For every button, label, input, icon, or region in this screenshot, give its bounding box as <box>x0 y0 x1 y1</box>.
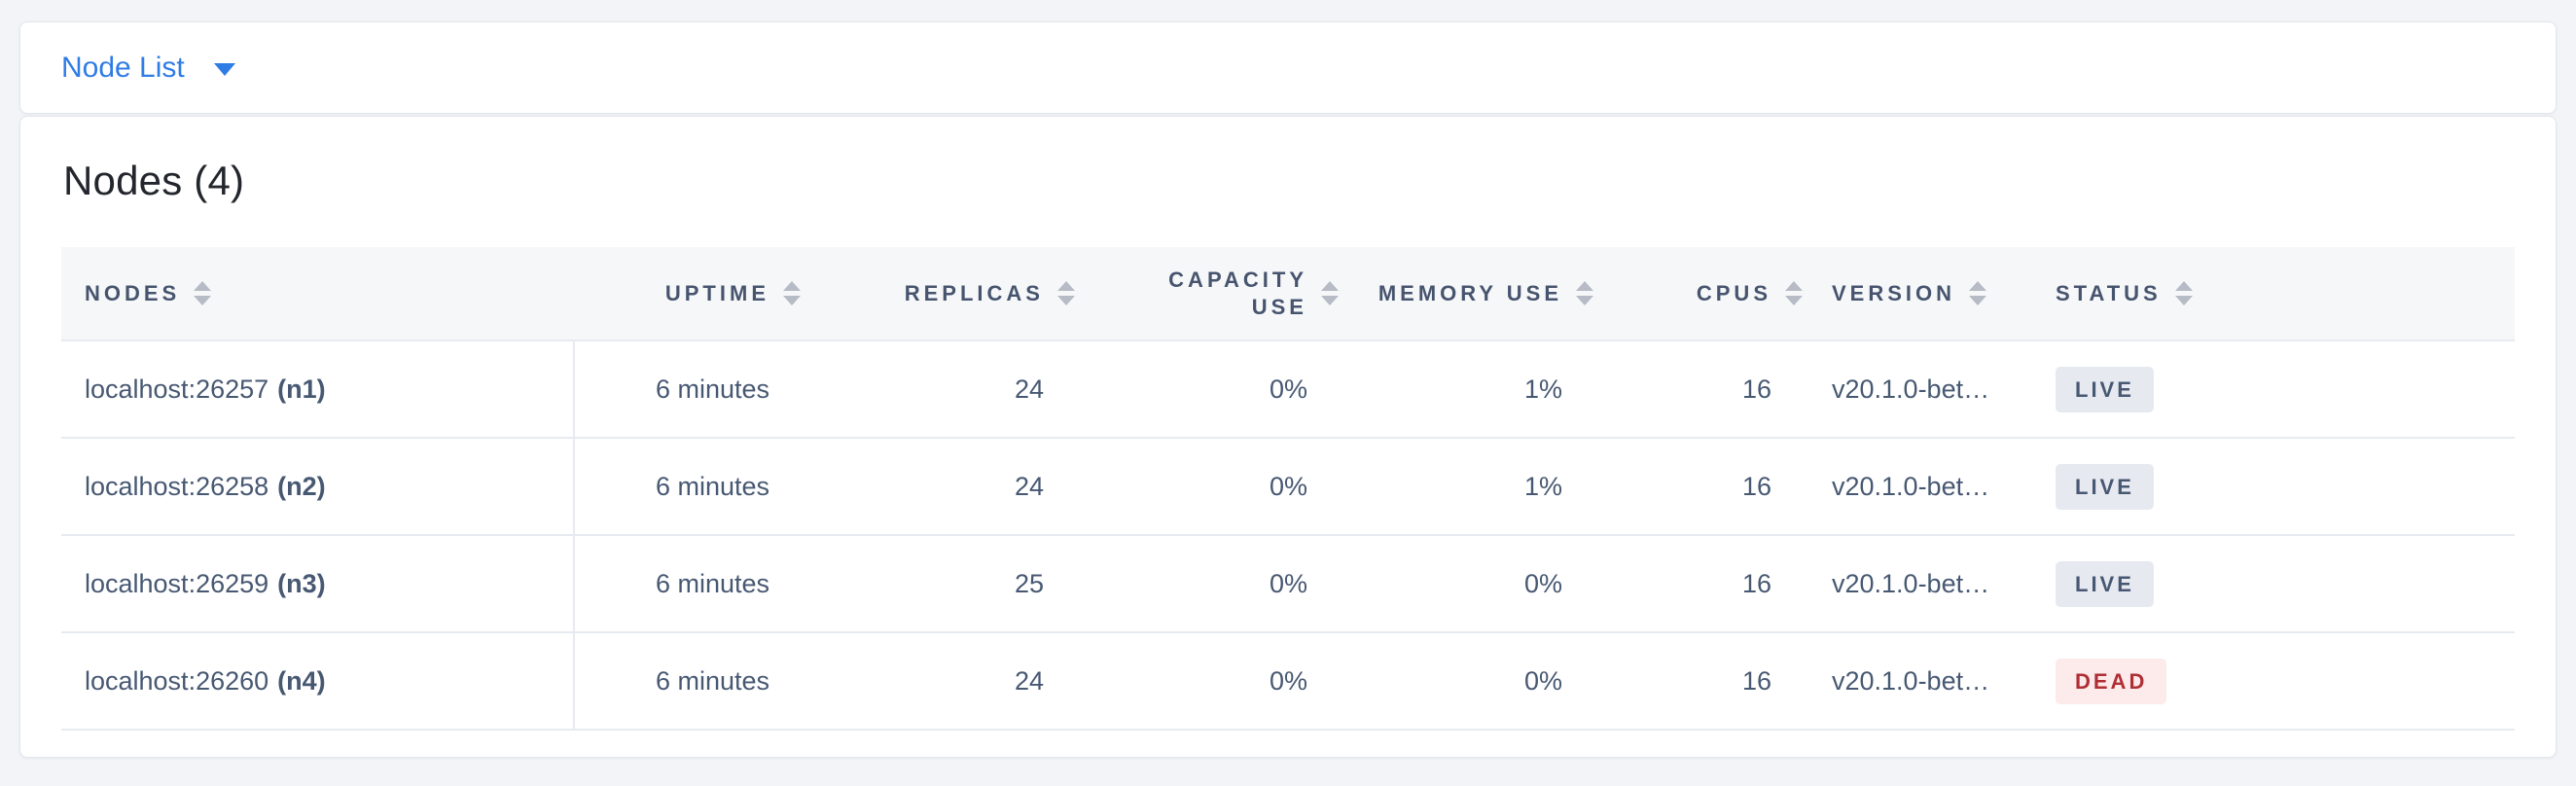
column-header-label: REPLICAS <box>904 280 1044 305</box>
sort-icon <box>1969 281 1987 305</box>
status-badge: DEAD <box>2056 658 2167 704</box>
column-header-uptime[interactable]: UPTIME <box>575 280 810 307</box>
node-id: (n3) <box>277 568 326 598</box>
replicas-cell: 25 <box>1014 568 1044 598</box>
replicas-cell: 24 <box>1014 374 1044 404</box>
capacity-use-cell: 0% <box>1269 374 1307 404</box>
node-address: localhost:26260 <box>85 665 269 696</box>
version-cell: v20.1.0-bet… <box>1832 471 1990 501</box>
nodes-table: NODES UPTIME REPLICAS CAPACITY USE MEMOR… <box>61 247 2515 731</box>
column-header-memory-use[interactable]: MEMORY USE <box>1348 280 1603 307</box>
version-cell: v20.1.0-bet… <box>1832 374 1990 404</box>
node-id: (n2) <box>277 471 326 501</box>
uptime-cell: 6 minutes <box>655 471 769 501</box>
cpus-cell: 16 <box>1741 665 1771 696</box>
capacity-use-cell: 0% <box>1269 471 1307 501</box>
memory-use-cell: 0% <box>1523 665 1562 696</box>
replicas-cell: 24 <box>1014 665 1044 696</box>
column-header-label: MEMORY USE <box>1377 280 1562 305</box>
cpus-cell: 16 <box>1741 568 1771 598</box>
memory-use-cell: 1% <box>1523 471 1562 501</box>
node-address-cell[interactable]: localhost:26258 (n2) <box>61 439 575 534</box>
view-selector-bar: Node List <box>19 21 2557 114</box>
uptime-cell: 6 minutes <box>655 374 769 404</box>
node-id: (n1) <box>277 374 326 404</box>
status-cell: LIVE <box>2046 536 2515 631</box>
node-address: localhost:26257 <box>85 374 269 404</box>
column-header-status[interactable]: STATUS <box>2046 280 2515 307</box>
replicas-cell: 24 <box>1014 471 1044 501</box>
sort-icon <box>1321 281 1339 305</box>
column-header-label: CAPACITY USE <box>1168 267 1307 319</box>
nodes-card: Nodes (4) NODES UPTIME REPLICAS CAPACITY… <box>19 116 2557 758</box>
status-badge: LIVE <box>2056 366 2154 412</box>
node-list-dropdown[interactable]: Node List <box>61 51 235 84</box>
capacity-use-cell: 0% <box>1269 568 1307 598</box>
node-list-dropdown-label: Node List <box>61 51 185 84</box>
column-header-replicas[interactable]: REPLICAS <box>810 280 1085 307</box>
node-address-cell[interactable]: localhost:26260 (n4) <box>61 633 575 729</box>
node-address-cell[interactable]: localhost:26259 (n3) <box>61 536 575 631</box>
column-header-cpus[interactable]: CPUS <box>1603 280 1812 307</box>
uptime-cell: 6 minutes <box>655 665 769 696</box>
column-header-version[interactable]: VERSION <box>1812 280 2046 307</box>
version-cell: v20.1.0-bet… <box>1832 568 1990 598</box>
column-header-capacity-use[interactable]: CAPACITY USE <box>1085 267 1348 321</box>
chevron-down-icon <box>213 63 235 76</box>
page-title: Nodes (4) <box>63 158 245 203</box>
node-address: localhost:26258 <box>85 471 269 501</box>
node-id: (n4) <box>277 665 326 696</box>
table-row[interactable]: localhost:26259 (n3) 6 minutes 25 0% 0% 1… <box>61 536 2515 633</box>
sort-icon <box>783 281 801 305</box>
table-row[interactable]: localhost:26258 (n2) 6 minutes 24 0% 1% 1… <box>61 439 2515 536</box>
node-address-cell[interactable]: localhost:26257 (n1) <box>61 341 575 437</box>
column-header-label: CPUS <box>1696 280 1771 305</box>
cpus-cell: 16 <box>1741 471 1771 501</box>
capacity-use-cell: 0% <box>1269 665 1307 696</box>
sort-icon <box>194 281 212 305</box>
cpus-cell: 16 <box>1741 374 1771 404</box>
sort-icon <box>1576 281 1593 305</box>
status-badge: LIVE <box>2056 463 2154 510</box>
column-header-nodes[interactable]: NODES <box>61 280 575 307</box>
column-header-label: STATUS <box>2056 280 2162 305</box>
node-address: localhost:26259 <box>85 568 269 598</box>
sort-icon <box>2174 281 2193 305</box>
column-header-label: NODES <box>85 280 181 305</box>
sort-icon <box>1785 281 1803 305</box>
memory-use-cell: 1% <box>1523 374 1562 404</box>
memory-use-cell: 0% <box>1523 568 1562 598</box>
column-header-label: VERSION <box>1832 280 1956 305</box>
status-cell: LIVE <box>2046 341 2515 437</box>
sort-icon <box>1057 281 1075 305</box>
uptime-cell: 6 minutes <box>655 568 769 598</box>
table-header-row: NODES UPTIME REPLICAS CAPACITY USE MEMOR… <box>61 247 2515 341</box>
column-header-label: UPTIME <box>664 280 769 305</box>
table-row[interactable]: localhost:26257 (n1) 6 minutes 24 0% 1% 1… <box>61 341 2515 439</box>
status-cell: LIVE <box>2046 439 2515 534</box>
table-row[interactable]: localhost:26260 (n4) 6 minutes 24 0% 0% 1… <box>61 633 2515 731</box>
status-badge: LIVE <box>2056 560 2154 607</box>
version-cell: v20.1.0-bet… <box>1832 665 1990 696</box>
status-cell: DEAD <box>2046 633 2515 729</box>
